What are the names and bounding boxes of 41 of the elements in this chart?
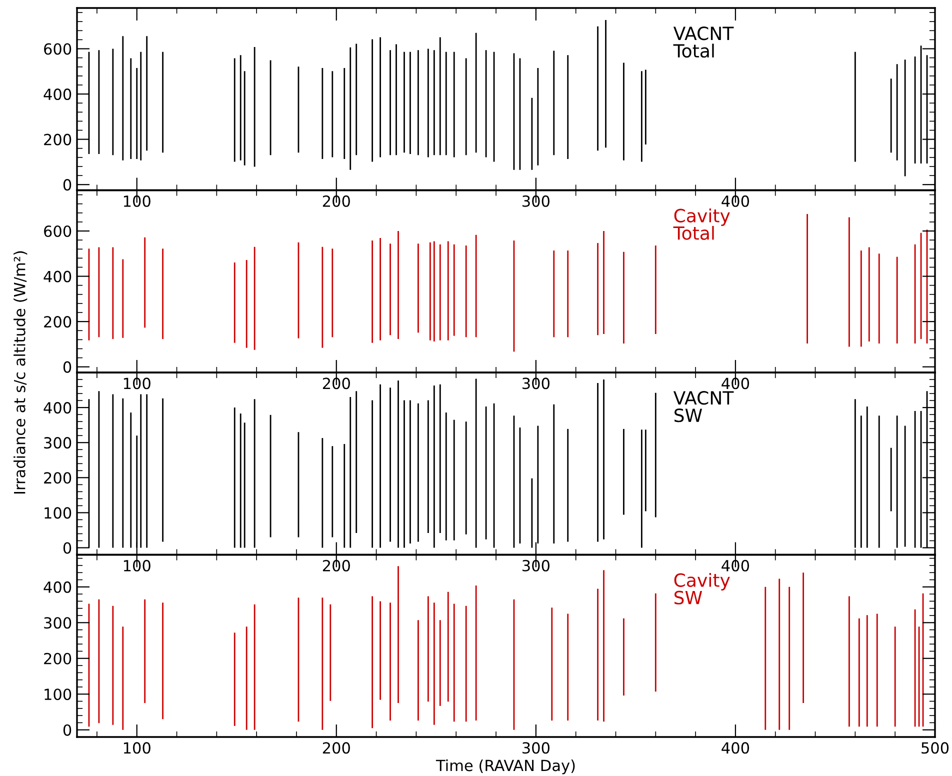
y-tick-label: 200 [44, 652, 72, 664]
x-tick-label: 500 [922, 742, 949, 754]
y-tick-label: 400 [44, 270, 72, 282]
y-tick-label: 0 [63, 361, 72, 373]
series-label: Cavity SW [674, 572, 730, 604]
x-axis-title: Time (RAVAN Day) [436, 759, 575, 774]
x-tick-label: 100 [124, 195, 150, 207]
y-tick-label: 200 [44, 316, 72, 328]
x-tick-label: 100 [124, 560, 150, 572]
x-tick-label: 300 [522, 378, 550, 390]
y-tick-label: 300 [44, 437, 72, 449]
x-tick-label: 400 [722, 560, 750, 572]
y-tick-label: 200 [44, 472, 72, 484]
x-tick-label: 400 [722, 742, 750, 754]
y-tick-label: 600 [44, 225, 72, 238]
x-tick-label: 300 [522, 560, 550, 572]
series-label: VACNT SW [673, 391, 734, 422]
y-tick-label: 400 [44, 581, 72, 593]
x-tick-label: 100 [124, 742, 150, 754]
y-tick-label: 100 [44, 688, 72, 700]
x-tick-label: 100 [124, 378, 150, 390]
x-tick-label: 300 [522, 742, 550, 754]
x-tick-label: 200 [322, 378, 350, 390]
y-tick-label: 0 [63, 542, 72, 554]
y-tick-label: 400 [44, 88, 72, 100]
y-tick-label: 0 [63, 179, 72, 191]
x-tick-label: 200 [322, 742, 350, 754]
legend-label: VACNT Total [673, 26, 734, 58]
x-tick-label: 400 [722, 378, 750, 390]
y-axis-title: Irradiance at s/c altitude (W/m²) [14, 251, 28, 494]
x-tick-label: 400 [722, 195, 750, 207]
x-tick-label: 200 [322, 560, 350, 572]
x-tick-label: 300 [522, 195, 550, 207]
y-tick-label: 200 [44, 134, 72, 146]
y-tick-label: 0 [63, 724, 72, 736]
x-tick-label: 200 [322, 195, 350, 207]
series-label: Cavity Total [673, 208, 730, 240]
y-tick-label: 300 [44, 617, 72, 629]
y-tick-label: 600 [44, 43, 72, 55]
y-tick-label: 400 [44, 402, 72, 414]
y-tick-label: 100 [44, 507, 72, 519]
